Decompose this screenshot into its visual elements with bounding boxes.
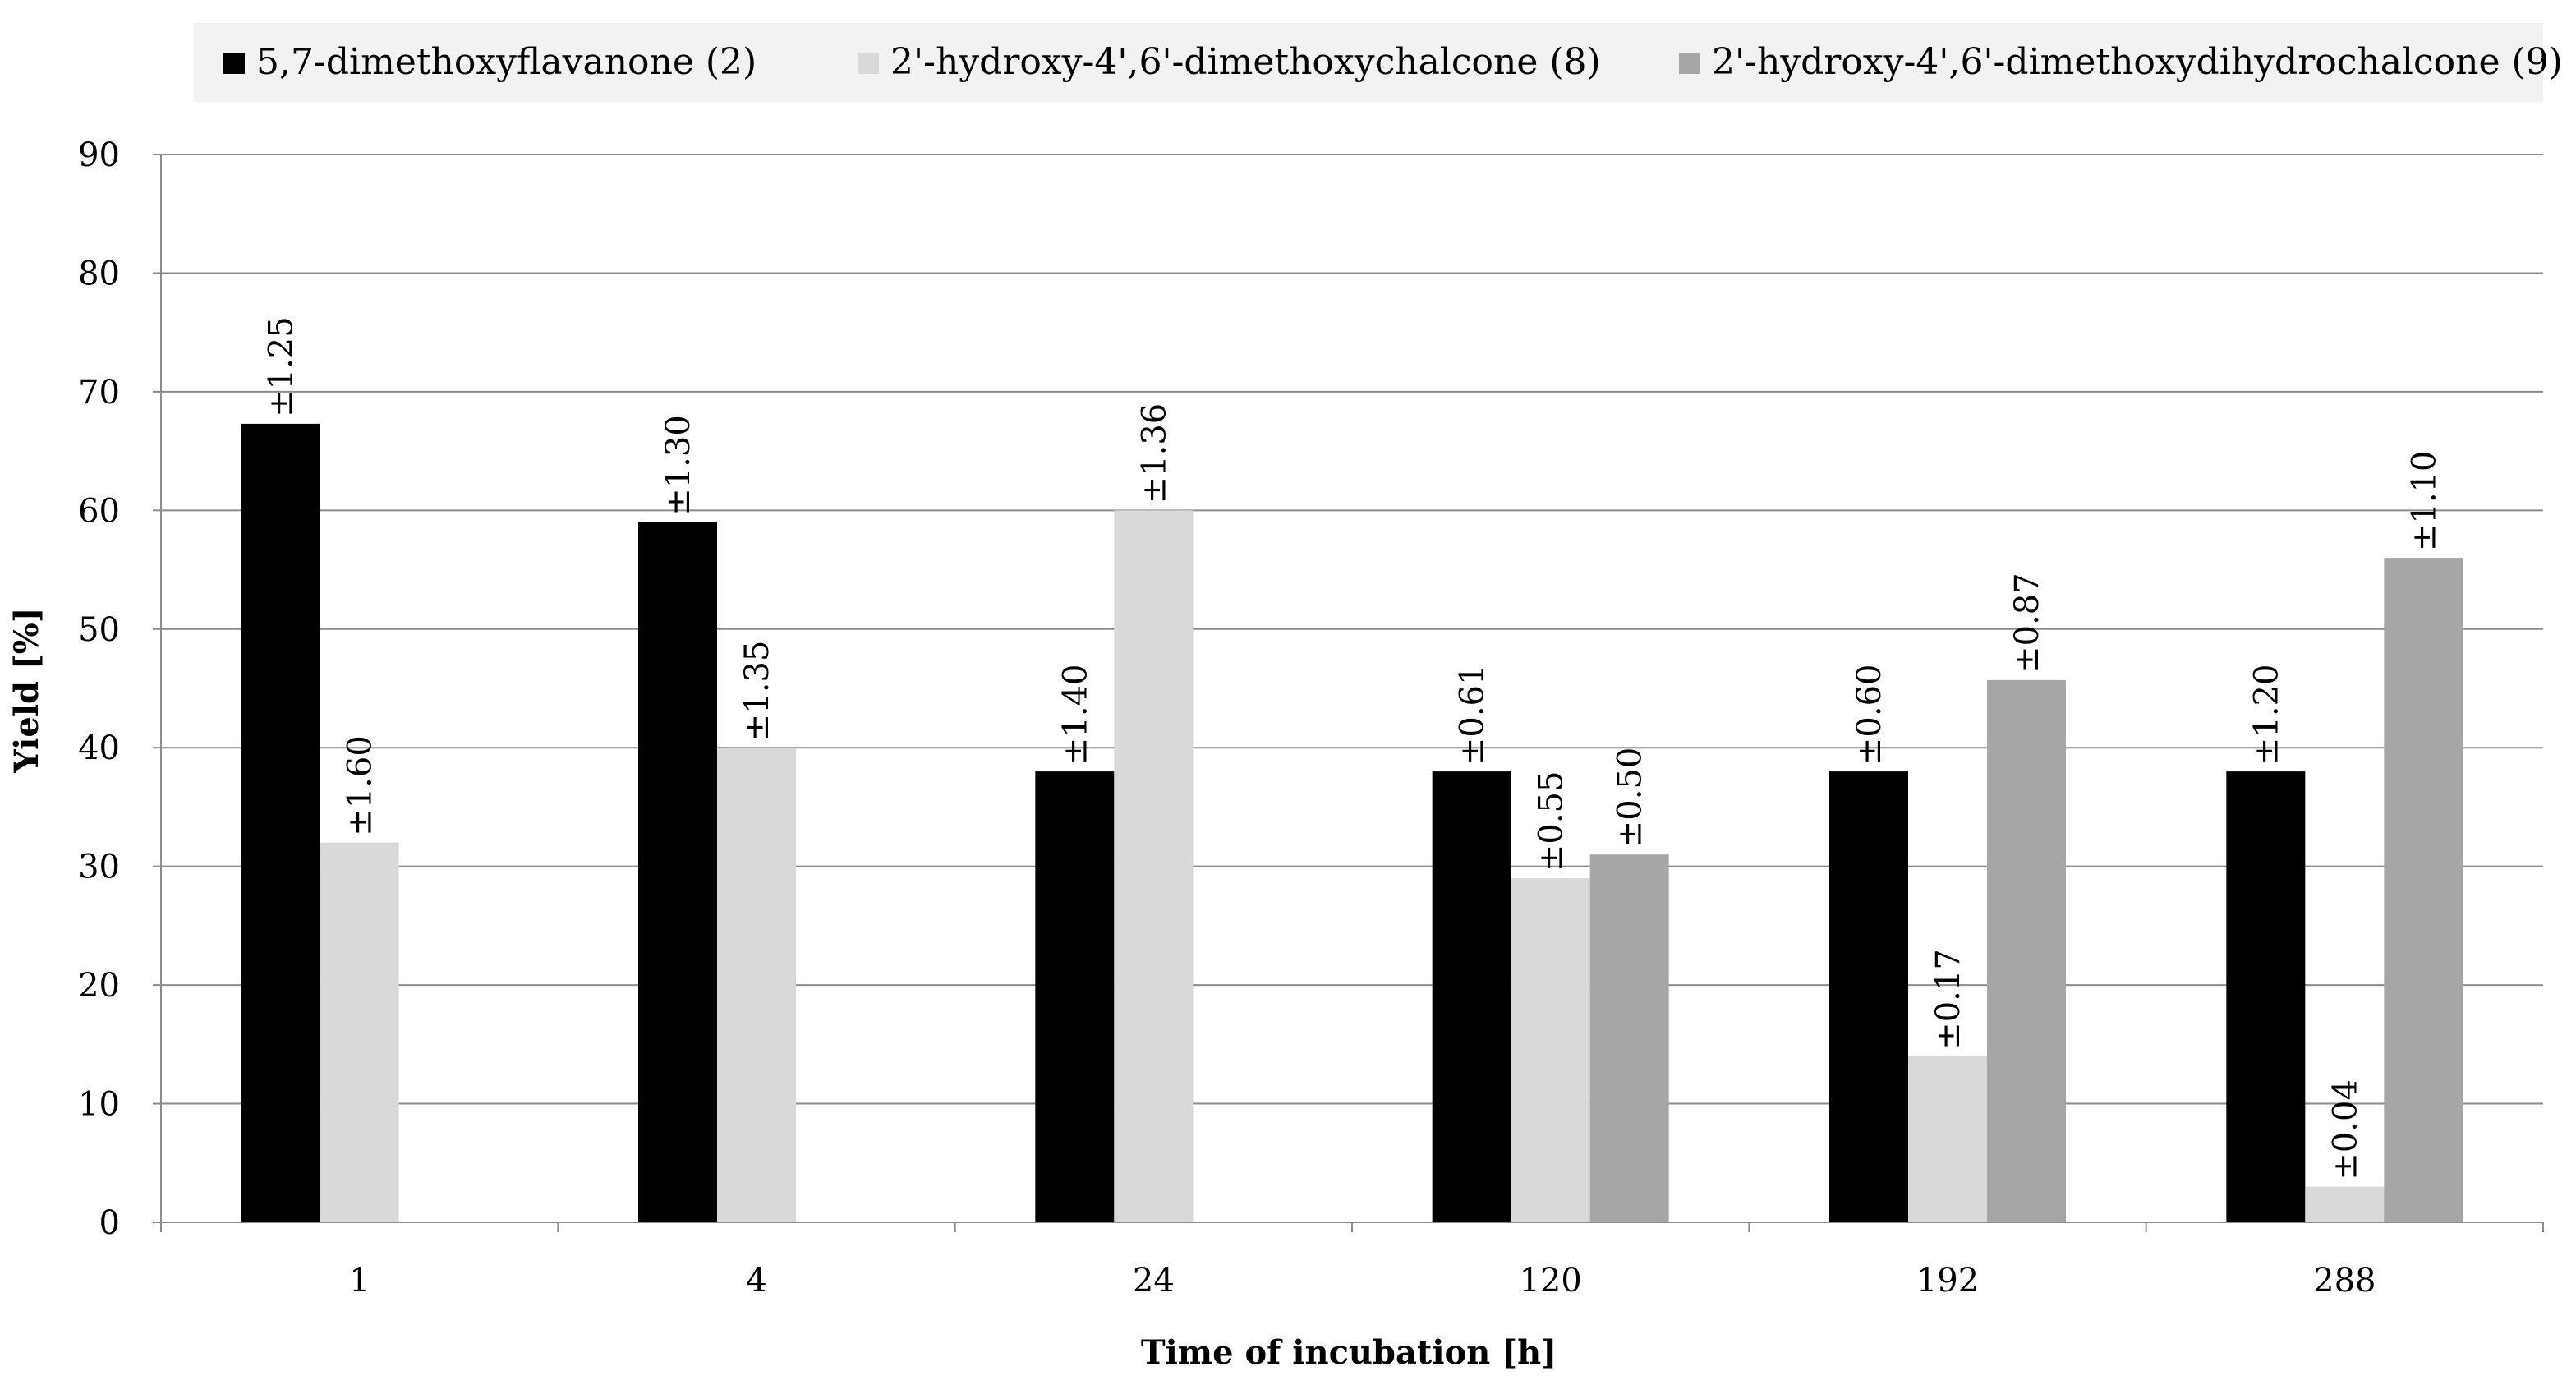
x-tick-label-1: 1: [349, 1262, 370, 1300]
bar-s2-4: [717, 748, 796, 1222]
bar-s1-120: [1432, 771, 1511, 1222]
y-tick-label-60: 60: [78, 492, 120, 530]
bars: [241, 423, 2463, 1222]
bar-s3-120: [1589, 854, 1669, 1222]
error-label-s2-4: ±1.35: [738, 641, 776, 742]
labels: ±1.25 ±1.60 ±1.30 ±1.35 ±1.40 ±1.36 ±0.61 ±0.55…: [263, 316, 2444, 1180]
y-tick-label-80: 80: [78, 255, 120, 292]
x-tick-label-192: 192: [1916, 1262, 1979, 1300]
bar-s2-288: [2305, 1186, 2385, 1222]
legend: 5,7-dimethoxyflavanone (2) 2'-hydroxy-4',…: [194, 23, 2563, 102]
y-tick-label-20: 20: [78, 967, 120, 1005]
x-tick-label-288: 288: [2313, 1262, 2376, 1300]
x-tick-label-24: 24: [1133, 1262, 1175, 1300]
error-label-s1-192: ±0.60: [1851, 665, 1888, 766]
grid: [161, 154, 2543, 1105]
bar-s1-1: [241, 423, 320, 1222]
legend-swatch-2: [858, 53, 879, 74]
bar-s1-192: [1829, 771, 1908, 1222]
error-label-s1-120: ±0.61: [1454, 665, 1492, 766]
y-tick-label-70: 70: [78, 374, 120, 412]
y-tick-label-30: 30: [78, 849, 120, 886]
bar-s1-288: [2226, 771, 2306, 1222]
error-label-s1-4: ±1.30: [660, 415, 697, 516]
error-label-s2-288: ±0.04: [2326, 1079, 2364, 1180]
x-axis-title: Time of incubation [h]: [1141, 1333, 1557, 1372]
bar-s2-120: [1511, 878, 1590, 1222]
legend-label-2: 2'-hydroxy-4',6'-dimethoxychalcone (8): [890, 41, 1601, 83]
legend-background: [194, 23, 2543, 102]
error-label-s1-24: ±1.40: [1056, 665, 1094, 766]
legend-label-1: 5,7-dimethoxyflavanone (2): [256, 41, 757, 83]
axes: 0 10 20 30 40 50 60 70 80 90 1 4 24 120 192 288: [78, 136, 2544, 1300]
bar-s1-24: [1035, 771, 1115, 1222]
bar-s2-24: [1114, 510, 1194, 1222]
error-label-s2-1: ±1.60: [342, 735, 380, 836]
error-label-s2-120: ±0.55: [1533, 771, 1571, 872]
y-tick-label-50: 50: [78, 611, 120, 649]
error-label-s3-120: ±0.50: [1612, 748, 1649, 849]
error-label-s3-192: ±0.87: [2008, 573, 2046, 674]
bar-s2-192: [1908, 1056, 1987, 1222]
error-label-s2-192: ±0.17: [1930, 949, 1967, 1050]
bar-s1-4: [638, 522, 717, 1222]
error-label-s1-288: ±1.20: [2247, 665, 2285, 766]
y-tick-label-0: 0: [99, 1204, 120, 1242]
error-label-s3-288: ±1.10: [2405, 451, 2443, 552]
error-label-s1-1: ±1.25: [263, 316, 301, 417]
y-tick-label-10: 10: [78, 1086, 120, 1124]
bar-s3-192: [1987, 679, 2066, 1222]
legend-swatch-1: [223, 53, 245, 74]
x-tick-label-4: 4: [746, 1262, 766, 1300]
y-axis-title: Yield [%]: [7, 607, 46, 773]
legend-label-3: 2'-hydroxy-4',6'-dimethoxydihydrochalcon…: [1712, 41, 2563, 83]
y-tick-label-90: 90: [78, 136, 120, 174]
error-label-s2-24: ±1.36: [1135, 403, 1173, 504]
legend-swatch-3: [1679, 53, 1700, 74]
y-tick-label-40: 40: [78, 729, 120, 767]
x-tick-label-120: 120: [1519, 1262, 1581, 1300]
bar-s3-288: [2384, 558, 2463, 1222]
bar-s2-1: [320, 842, 399, 1222]
